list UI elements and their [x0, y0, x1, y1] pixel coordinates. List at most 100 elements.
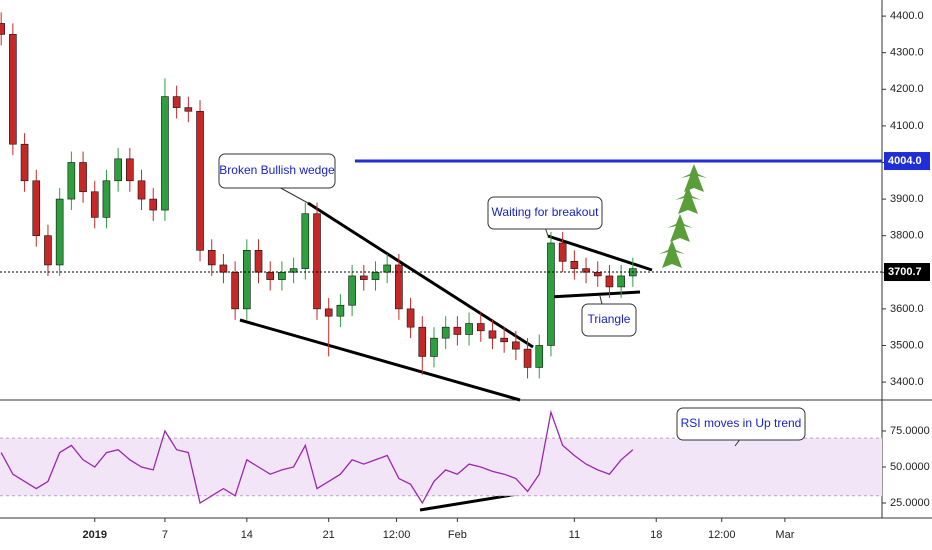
candle-body: [137, 180, 146, 200]
candle-body: [184, 107, 193, 112]
y-tick-label: 3500.0: [890, 339, 924, 351]
y-tick-label: 4400.0: [890, 10, 924, 22]
wedge-lower: [239, 318, 521, 402]
candle-body: [547, 242, 555, 346]
y-tick-label: 75.0000: [890, 425, 930, 437]
candle-body: [67, 162, 76, 200]
y-tick-label: 25.0000: [890, 497, 930, 509]
candle-body: [9, 34, 17, 145]
candle-body: [207, 250, 216, 266]
plane: [675, 186, 701, 214]
x-tick-label: 2019: [83, 529, 107, 541]
price-level-label: 4004.0: [888, 155, 922, 167]
candle-body: [219, 264, 228, 273]
candle-body: [371, 271, 380, 280]
candle-body: [32, 180, 41, 236]
x-tick-label: 12:00: [383, 529, 411, 541]
candle-body: [593, 271, 602, 277]
candle-body: [266, 271, 275, 280]
triangle-upper: [547, 234, 653, 272]
y-tick-label: 4100.0: [890, 120, 924, 132]
candle-body: [196, 110, 204, 251]
candle-body: [20, 143, 29, 182]
candle-body: [383, 264, 392, 273]
plane: [681, 164, 707, 192]
candle-body: [430, 337, 438, 357]
price-level-box: [884, 152, 930, 171]
candle-body: [570, 260, 579, 269]
x-tick-label: 14: [241, 529, 253, 541]
plane: [667, 214, 693, 242]
annotation-box: [218, 153, 336, 189]
candle-body: [243, 250, 251, 310]
candle-body: [79, 162, 87, 193]
x-tick-label: 21: [323, 529, 335, 541]
candle-body: [617, 275, 625, 288]
candle-body: [582, 268, 590, 273]
rsi-band: [0, 438, 882, 496]
annotation-box: [487, 196, 603, 230]
candle-body: [348, 275, 356, 306]
candle-body: [441, 326, 450, 339]
annotation: RSI moves in Up trend: [681, 416, 802, 430]
candle-body: [336, 304, 345, 317]
candle-body: [114, 158, 122, 182]
plane: [659, 240, 685, 268]
candle-body: [0, 23, 5, 35]
candle-body: [102, 180, 111, 218]
candle-body: [523, 348, 532, 368]
annotation-pointer: [276, 185, 309, 204]
price-level-box: [884, 263, 930, 282]
candle-body: [453, 326, 462, 335]
candle-body: [558, 242, 567, 262]
candle-body: [512, 341, 520, 350]
annotation: Triangle: [588, 312, 631, 326]
candle-body: [476, 323, 485, 332]
x-tick-label: Feb: [448, 529, 467, 541]
y-tick-label: 4200.0: [890, 83, 924, 95]
planes: [659, 164, 707, 268]
candle-body: [535, 345, 544, 368]
candle-body: [406, 308, 415, 328]
candle-body: [254, 250, 263, 273]
y-tick-label: 3600.0: [890, 303, 924, 315]
candle-body: [500, 337, 508, 343]
candle-body: [488, 330, 497, 339]
candle-body: [44, 235, 52, 266]
x-tick-label: 12:00: [708, 529, 736, 541]
price-level-label: 3700.7: [888, 266, 922, 278]
x-tick-label: 18: [650, 529, 662, 541]
rsi-line: [0, 409, 634, 505]
y-tick-label: 50.0000: [890, 461, 930, 473]
x-tick-label: 11: [569, 529, 580, 541]
y-tick-label: 3400.0: [890, 376, 924, 388]
y-tick-label: 4300.0: [890, 47, 924, 59]
wedge-upper: [307, 201, 534, 349]
candle-body: [90, 191, 99, 218]
candle-body: [395, 264, 403, 310]
x-tick-label: 7: [162, 529, 168, 541]
candle-body: [313, 213, 321, 310]
candle-body: [161, 96, 169, 211]
annotation-box: [581, 303, 637, 337]
candle-body: [301, 213, 310, 269]
candle-body: [465, 323, 473, 335]
candle-body: [418, 326, 427, 357]
annotation: Broken Bullish wedge: [219, 163, 335, 177]
annotation-box: [676, 407, 806, 441]
candle-body: [149, 198, 158, 211]
candle-body: [55, 198, 64, 266]
candle-body: [324, 308, 333, 317]
triangle-lower: [548, 290, 641, 299]
annotation: Waiting for breakout: [492, 205, 600, 219]
candle-body: [126, 158, 134, 182]
y-tick-label: 3900.0: [890, 193, 924, 205]
candle-body: [605, 275, 614, 288]
y-tick-label: 3800.0: [890, 230, 924, 242]
candle-body: [359, 275, 368, 280]
candle-body: [172, 96, 181, 108]
candle-body: [231, 271, 239, 310]
x-tick-label: Mar: [775, 529, 794, 541]
